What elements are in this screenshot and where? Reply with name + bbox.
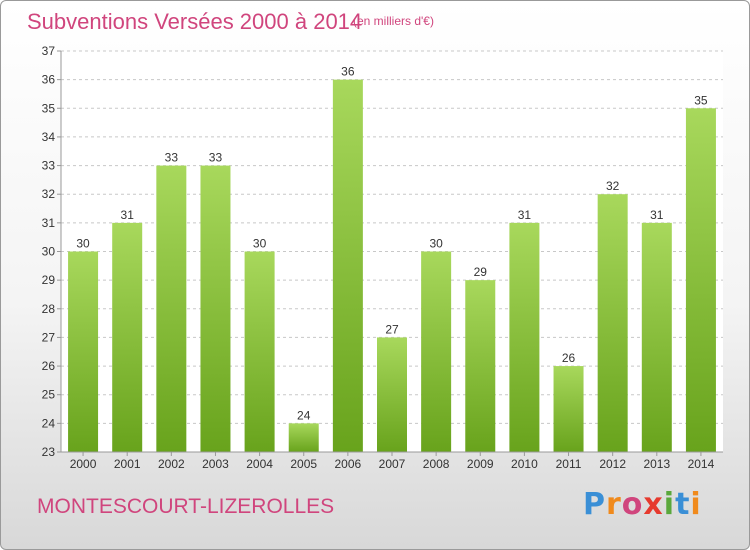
y-tick-label: 26 [42,359,56,373]
bar [685,108,716,453]
commune-name: MONTESCOURT-LIZEROLLES [37,495,335,518]
x-tick-label: 2000 [70,457,97,471]
data-label: 35 [694,93,708,107]
y-tick-label: 33 [42,159,56,173]
data-label: 33 [209,151,223,165]
data-label: 30 [76,237,90,251]
data-label: 32 [606,179,620,193]
logo-letter: t [675,487,691,522]
bar [509,222,540,452]
data-label: 30 [253,237,267,251]
y-tick-label: 36 [42,73,56,87]
logo-letter: o [621,487,644,522]
x-tick-label: 2006 [335,457,362,471]
bar [288,423,319,452]
x-tick-label: 2013 [643,457,670,471]
logo-letter: x [643,487,664,522]
bar [377,337,407,452]
data-label: 31 [121,208,135,222]
x-tick-label: 2007 [379,457,406,471]
bar [156,165,187,453]
x-tick-label: 2003 [202,457,229,471]
bar [244,251,275,452]
y-tick-label: 30 [42,245,56,259]
bar [112,222,143,452]
data-label: 29 [474,265,488,279]
x-tick-label: 2001 [114,457,141,471]
data-label: 31 [518,208,532,222]
bar [641,222,672,452]
y-tick-label: 28 [42,302,56,316]
x-tick-label: 2002 [158,457,185,471]
y-tick-label: 31 [42,216,56,230]
y-tick-label: 35 [42,101,56,115]
logo-letter: i [663,487,676,522]
data-label: 27 [385,322,399,336]
logo-letter: P [583,487,606,522]
data-label: 24 [297,408,311,422]
logo-letter: r [606,487,622,522]
x-tick-label: 2004 [246,457,273,471]
bar [332,79,363,453]
y-tick-label: 25 [42,388,56,402]
x-tick-label: 2005 [290,457,317,471]
data-label: 26 [562,351,576,365]
bar [553,366,584,452]
x-tick-label: 2010 [511,457,538,471]
x-tick-label: 2009 [467,457,494,471]
data-label: 30 [429,237,443,251]
bar [597,194,628,452]
bar [68,251,99,452]
x-tick-label: 2012 [599,457,626,471]
y-tick-label: 29 [42,273,56,287]
bar [465,280,496,452]
x-tick-label: 2011 [556,457,582,471]
logo-letter: i [690,487,702,522]
data-label: 36 [341,65,355,79]
y-tick-label: 24 [42,416,56,430]
bar [421,251,452,452]
x-tick-label: 2008 [423,457,450,471]
proxiti-logo: Proxiti [583,487,702,522]
data-label: 31 [650,208,664,222]
data-label: 33 [165,151,179,165]
bar [200,165,231,453]
y-tick-label: 23 [42,445,56,459]
y-tick-label: 34 [42,130,56,144]
y-tick-label: 37 [42,44,56,58]
y-tick-label: 27 [42,330,56,344]
y-tick-label: 32 [42,187,56,201]
chart-subtitle: (en milliers d'€) [353,14,434,28]
x-tick-label: 2014 [688,457,715,471]
chart-title: Subventions Versées 2000 à 2014 [27,9,363,34]
